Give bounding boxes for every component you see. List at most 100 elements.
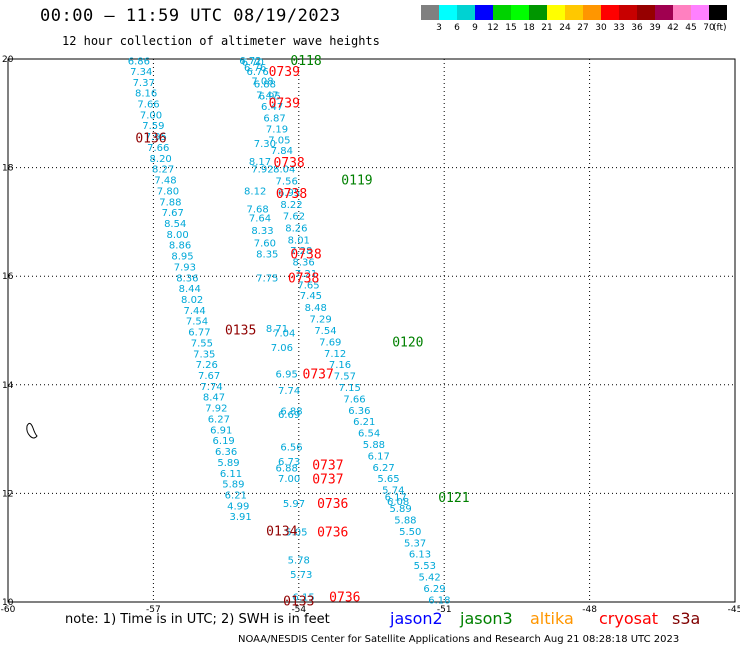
swh-value: 6.86 (128, 57, 150, 68)
swh-value: 6.88 (276, 463, 298, 474)
swh-value: 7.54 (186, 317, 208, 328)
swh-value: 5.53 (414, 561, 436, 572)
credit-footer: NOAA/NESDIS Center for Satellite Applica… (238, 634, 680, 645)
colorbar-swatch (637, 5, 655, 20)
swh-value: 5.97 (283, 499, 305, 510)
pass-label: 0118 (290, 54, 321, 69)
pass-label: 0738 (273, 156, 304, 171)
swh-value: 7.68 (246, 204, 268, 215)
swh-value: 8.26 (285, 223, 307, 234)
colorbar-label: 15 (505, 23, 517, 33)
swh-value: 6.27 (208, 414, 230, 425)
colorbar-label: 21 (541, 23, 553, 33)
lon-tick-label: -57 (146, 605, 161, 615)
swh-value: 7.28 (290, 246, 312, 257)
swh-value: 7.95 (145, 132, 167, 143)
swh-value: 7.16 (329, 360, 351, 371)
colorbar-label: 12 (487, 23, 499, 33)
swh-value: 6.08 (387, 497, 409, 508)
swh-value: 7.60 (254, 239, 276, 250)
swh-value: 7.54 (314, 326, 336, 337)
swh-value: 6.27 (372, 463, 394, 474)
swh-value: 8.17 (249, 157, 271, 168)
swh-value: 8.36 (293, 258, 315, 269)
pass-label: 0738 (276, 187, 307, 202)
swh-value: 7.64 (249, 214, 271, 225)
swh-value: 3.91 (230, 512, 252, 523)
pass-label: 0120 (392, 335, 423, 350)
swh-value: 5.50 (399, 527, 421, 538)
island-outline (26, 422, 38, 439)
colorbar-swatch (511, 5, 529, 20)
colorbar-swatch (655, 5, 673, 20)
pass-label: 0738 (290, 247, 321, 262)
swh-value: 6.56 (280, 443, 302, 454)
swh-value: 7.06 (271, 343, 293, 354)
swh-value: 8.35 (256, 249, 278, 260)
pass-label: 0121 (438, 491, 469, 506)
pass-label: 0119 (341, 174, 372, 189)
swh-value: 6.69 (278, 410, 300, 421)
colorbar-label: 18 (523, 23, 535, 33)
swh-value: 6.29 (423, 584, 445, 595)
swh-value: 7.00 (278, 474, 300, 485)
swh-value: 6.17 (385, 493, 407, 504)
swh-value: 8.02 (181, 295, 203, 306)
swh-value: 5.78 (288, 556, 310, 567)
colorbar-swatch (691, 5, 709, 20)
swh-value: 7.21 (295, 269, 317, 280)
swh-value: 7.67 (162, 208, 184, 219)
pass-label: 0738 (288, 271, 319, 286)
swh-value: 6.21 (353, 417, 375, 428)
lon-tick-label: -48 (582, 605, 597, 615)
lon-tick-label: -54 (291, 605, 306, 615)
swh-value: 7.48 (154, 176, 176, 187)
swh-value: 7.67 (198, 371, 220, 382)
swh-value: 6.77 (188, 328, 210, 339)
colorbar-swatch (421, 5, 439, 20)
swh-value: 7.66 (137, 100, 159, 111)
swh-value: 8.01 (288, 235, 310, 246)
swh-value: 6.17 (368, 451, 390, 462)
swh-value: 8.44 (179, 284, 201, 295)
swh-value: 7.47 (256, 90, 278, 101)
swh-value: 6.72 (239, 56, 261, 67)
swh-value: 7.34 (130, 67, 152, 78)
swh-value: 7.00 (140, 110, 162, 121)
mission-s3a: s3a (672, 609, 701, 628)
lat-tick-label: 20 (2, 55, 14, 65)
swh-value: 6.19 (213, 436, 235, 447)
swh-value: 8.00 (167, 230, 189, 241)
swh-value: 7.69 (319, 337, 341, 348)
lon-tick-label: -45 (728, 605, 740, 615)
swh-value: 6.21 (225, 490, 247, 501)
swh-value: 6.88 (254, 79, 276, 90)
swh-value: 7.57 (334, 372, 356, 383)
colorbar-label: 24 (559, 23, 571, 33)
mission-jason3: jason3 (460, 609, 513, 628)
swh-value: 8.48 (305, 303, 327, 314)
swh-value: 6.76 (246, 67, 268, 78)
mission-jason2: jason2 (390, 609, 443, 628)
colorbar-unit: (ft) (713, 23, 727, 33)
colorbar-label: 27 (577, 23, 589, 33)
swh-value: 7.15 (339, 383, 361, 394)
swh-value: 7.44 (183, 306, 205, 317)
colorbar-swatch (673, 5, 691, 20)
swh-value: 7.62 (283, 211, 305, 222)
swh-value: 7.19 (266, 125, 288, 136)
colorbar-label: 9 (472, 23, 478, 33)
colorbar-swatch (583, 5, 601, 20)
swh-value: 8.16 (135, 89, 157, 100)
lat-tick-label: 10 (2, 598, 14, 608)
colorbar-label: 36 (631, 23, 643, 33)
pass-label: 0736 (317, 497, 348, 512)
swh-value: 6.18 (428, 595, 450, 606)
swh-value: 7.92 (205, 404, 227, 415)
lat-tick-label: 12 (2, 489, 13, 499)
swh-value: 5.05 (285, 527, 307, 538)
swh-value: 7.45 (300, 291, 322, 302)
swh-value: 7.84 (271, 146, 293, 157)
page-title: 00:00 – 11:59 UTC 08/19/2023 (40, 6, 341, 26)
